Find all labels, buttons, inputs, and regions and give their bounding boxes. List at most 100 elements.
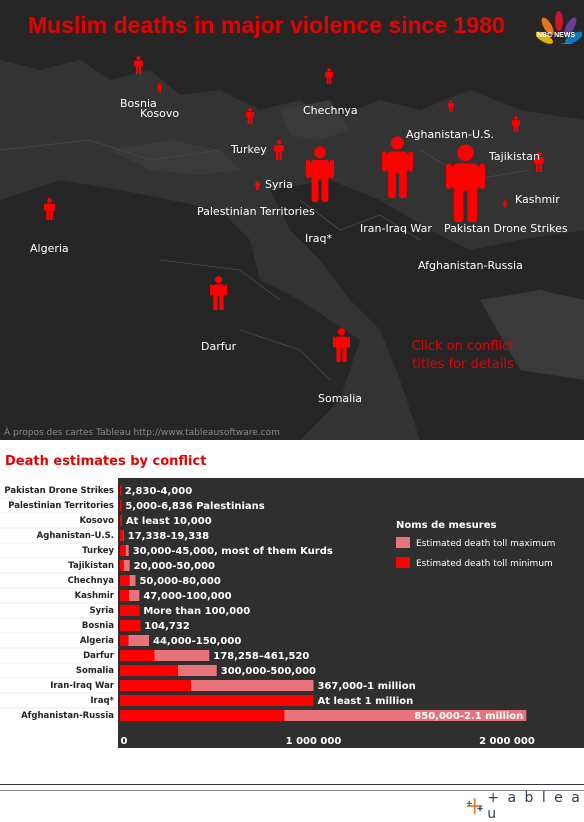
category-label[interactable]: Palestinian Territories	[8, 501, 114, 511]
bar-value-label: More than 100,000	[143, 606, 250, 617]
x-tick-label: 0	[121, 736, 128, 747]
bar-min[interactable]	[120, 545, 126, 556]
bar-min[interactable]	[120, 680, 192, 691]
map-label-iran-iraq-war[interactable]: Iran-Iraq War	[360, 222, 432, 235]
nbc-news-label: NBC NEWS	[537, 32, 576, 39]
bar-value-label: 5,000-6,836 Palestinians	[125, 501, 264, 512]
category-label[interactable]: Iraq*	[90, 696, 114, 706]
bar-min[interactable]	[120, 620, 141, 631]
person-figure-icon[interactable]	[512, 116, 520, 132]
bar-value-label: 2,830-4,000	[125, 486, 192, 497]
bar-value-label: 50,000-80,000	[139, 576, 220, 587]
tableau-logo[interactable]: + a b l e a u	[466, 790, 584, 822]
bar-value-label: 44,000-150,000	[153, 636, 241, 647]
person-figure-icon[interactable]	[325, 68, 333, 84]
person-figure-icon[interactable]	[133, 56, 143, 74]
bar-max[interactable]	[120, 635, 150, 646]
bar-max[interactable]	[120, 650, 210, 661]
map-credit-link[interactable]: À propos des cartes Tableau http://www.t…	[4, 428, 280, 438]
bar-value-label: 367,000-1 million	[317, 681, 415, 692]
footer-divider-2	[0, 790, 584, 791]
legend-swatch[interactable]	[396, 557, 410, 568]
map-label-pakistan-drone-strikes[interactable]: Pakistan Drone Strikes	[444, 222, 568, 235]
bar-min[interactable]	[120, 530, 124, 541]
bar-value-label: At least 10,000	[126, 516, 212, 527]
map-label-somalia[interactable]: Somalia	[318, 392, 363, 405]
person-figure-icon[interactable]	[306, 146, 334, 202]
bar-min[interactable]	[120, 695, 314, 706]
bar-max[interactable]	[120, 590, 140, 601]
death-estimates-bar-chart[interactable]: Pakistan Drone Strikes Palestinian Territ…	[0, 478, 584, 750]
bar-min[interactable]	[120, 515, 122, 526]
bar-min[interactable]	[120, 605, 140, 616]
bar-min[interactable]	[120, 665, 179, 676]
category-label[interactable]: Turkey	[82, 546, 114, 556]
bar-min[interactable]	[120, 500, 122, 511]
map-label-bosnia[interactable]: Bosnia	[120, 97, 157, 110]
bar-min[interactable]	[120, 575, 130, 586]
category-label[interactable]: Algeria	[80, 636, 114, 646]
category-label[interactable]: Pakistan Drone Strikes	[4, 486, 114, 496]
person-figure-icon[interactable]	[503, 200, 507, 208]
bar-min[interactable]	[120, 650, 155, 661]
bar-max[interactable]	[120, 680, 314, 691]
x-tick-label: 2 000 000	[479, 736, 535, 747]
conflict-map[interactable]: Muslim deaths in major violence since 19…	[0, 0, 584, 440]
person-figure-icon[interactable]	[156, 82, 162, 92]
map-label-kosovo[interactable]: Kosovo	[140, 107, 180, 120]
category-label[interactable]: Afghanistan-Russia	[21, 711, 114, 721]
map-label-afghanistan-russia[interactable]: Afghanistan-Russia	[418, 259, 523, 272]
category-label[interactable]: Kosovo	[79, 516, 114, 526]
person-figure-icon[interactable]	[332, 328, 350, 362]
map-label-tajikistan[interactable]: Tajikistan	[489, 150, 540, 163]
bar-min[interactable]	[120, 590, 130, 601]
map-label-palestinian-territories[interactable]: Palestinian Territories	[197, 205, 315, 218]
footer-divider	[0, 784, 584, 785]
category-label[interactable]: Darfur	[83, 651, 115, 661]
person-figure-icon[interactable]	[534, 152, 544, 172]
map-label-chechnya[interactable]: Chechnya	[303, 104, 358, 117]
person-figure-icon[interactable]	[381, 136, 413, 198]
bar-value-label: 17,338-19,338	[128, 531, 209, 542]
nbc-peacock-logo-icon	[536, 11, 582, 44]
bar-min[interactable]	[120, 710, 285, 721]
person-figure-icon[interactable]	[246, 108, 254, 124]
tableau-cross-icon	[466, 798, 483, 814]
legend-swatch[interactable]	[396, 537, 410, 548]
category-label[interactable]: Kashmir	[75, 591, 115, 601]
category-label[interactable]: Somalia	[76, 666, 114, 676]
legend-title: Noms de mesures	[396, 520, 497, 531]
category-label[interactable]: Aghanistan-U.S.	[37, 531, 114, 541]
person-figure-icon[interactable]	[43, 198, 55, 220]
bar-min[interactable]	[120, 560, 124, 571]
category-label[interactable]: Bosnia	[82, 621, 114, 631]
bar-value-label: At least 1 million	[317, 696, 413, 707]
bar-min[interactable]	[120, 635, 129, 646]
map-label-syria[interactable]: Syria	[265, 178, 293, 191]
map-label-iraq[interactable]: Iraq*	[305, 232, 332, 245]
bar-min[interactable]	[120, 485, 122, 496]
bar-value-label: 30,000-45,000, most of them Kurds	[133, 546, 333, 557]
map-background	[0, 0, 584, 440]
person-figure-icon[interactable]	[448, 100, 454, 112]
map-label-turkey[interactable]: Turkey	[231, 143, 267, 156]
legend-label[interactable]: Estimated death toll minimum	[416, 559, 553, 569]
click-hint-text: Click on conflict titles for details	[411, 339, 515, 372]
legend-label[interactable]: Estimated death toll maximum	[416, 539, 555, 549]
category-label[interactable]: Syria	[89, 606, 114, 616]
category-label[interactable]: Tajikistan	[68, 561, 114, 571]
category-label[interactable]: Iran-Iraq War	[50, 681, 115, 691]
person-figure-icon[interactable]	[274, 140, 284, 160]
map-label-darfur[interactable]: Darfur	[201, 340, 237, 353]
map-label-algeria[interactable]: Algeria	[30, 242, 69, 255]
map-label-afghanistan-us[interactable]: Aghanistan-U.S.	[406, 128, 494, 141]
person-figure-icon[interactable]	[209, 276, 227, 310]
bar-value-label: 850,000-2.1 million	[414, 711, 523, 722]
bar-max[interactable]	[120, 560, 130, 571]
category-label[interactable]: Chechnya	[68, 576, 115, 586]
map-label-kashmir[interactable]: Kashmir	[515, 193, 560, 206]
person-figure-icon[interactable]	[254, 180, 260, 190]
bar-max[interactable]	[120, 710, 527, 721]
map-title: Muslim deaths in major violence since 19…	[28, 12, 505, 38]
person-figure-icon[interactable]	[445, 144, 485, 222]
